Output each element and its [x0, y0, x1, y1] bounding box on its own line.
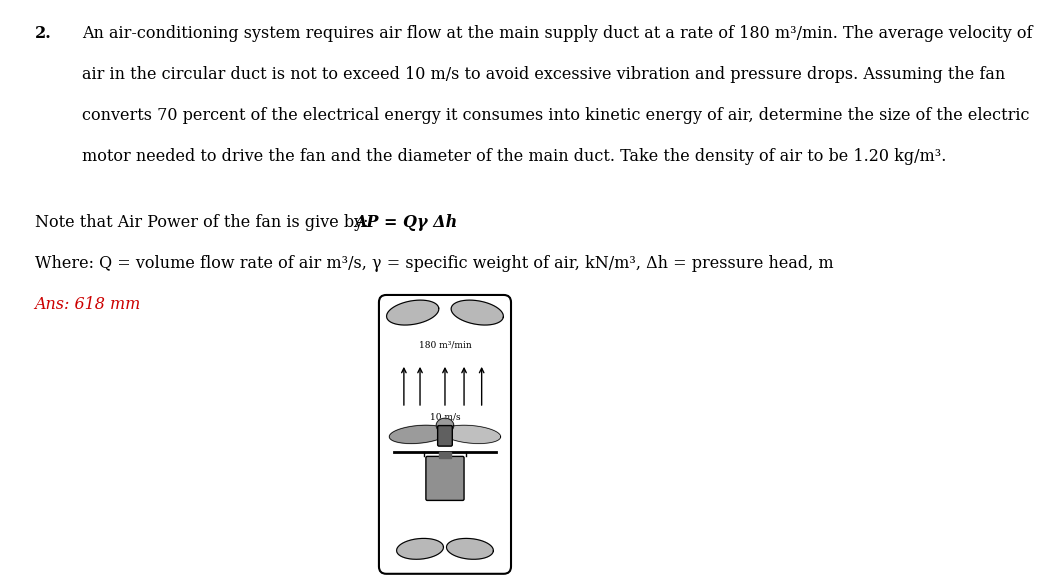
Polygon shape	[446, 538, 493, 559]
Polygon shape	[437, 419, 453, 433]
Text: air in the circular duct is not to exceed 10 m/s to avoid excessive vibration an: air in the circular duct is not to excee…	[82, 66, 1005, 83]
Text: converts 70 percent of the electrical energy it consumes into kinetic energy of : converts 70 percent of the electrical en…	[82, 107, 1029, 124]
Polygon shape	[386, 300, 439, 325]
Text: 10 m/s: 10 m/s	[429, 412, 461, 421]
FancyBboxPatch shape	[426, 457, 464, 500]
Text: AP = Qγ Δh: AP = Qγ Δh	[354, 214, 458, 231]
Polygon shape	[439, 452, 451, 458]
Text: 2.: 2.	[35, 25, 51, 42]
FancyBboxPatch shape	[438, 426, 452, 446]
Polygon shape	[451, 300, 504, 325]
Text: 180 m³/min: 180 m³/min	[419, 340, 471, 349]
Text: Note that Air Power of the fan is give by:: Note that Air Power of the fan is give b…	[35, 214, 373, 231]
Text: Ans: 618 mm: Ans: 618 mm	[35, 296, 140, 313]
Text: An air-conditioning system requires air flow at the main supply duct at a rate o: An air-conditioning system requires air …	[82, 25, 1032, 42]
FancyBboxPatch shape	[379, 295, 511, 574]
Text: Where: Q = volume flow rate of air m³/s, γ = specific weight of air, kN/m³, Δh =: Where: Q = volume flow rate of air m³/s,…	[35, 255, 833, 272]
Polygon shape	[442, 425, 500, 444]
Polygon shape	[389, 425, 448, 444]
Polygon shape	[424, 452, 466, 457]
Polygon shape	[397, 538, 444, 559]
Text: motor needed to drive the fan and the diameter of the main duct. Take the densit: motor needed to drive the fan and the di…	[82, 148, 946, 165]
